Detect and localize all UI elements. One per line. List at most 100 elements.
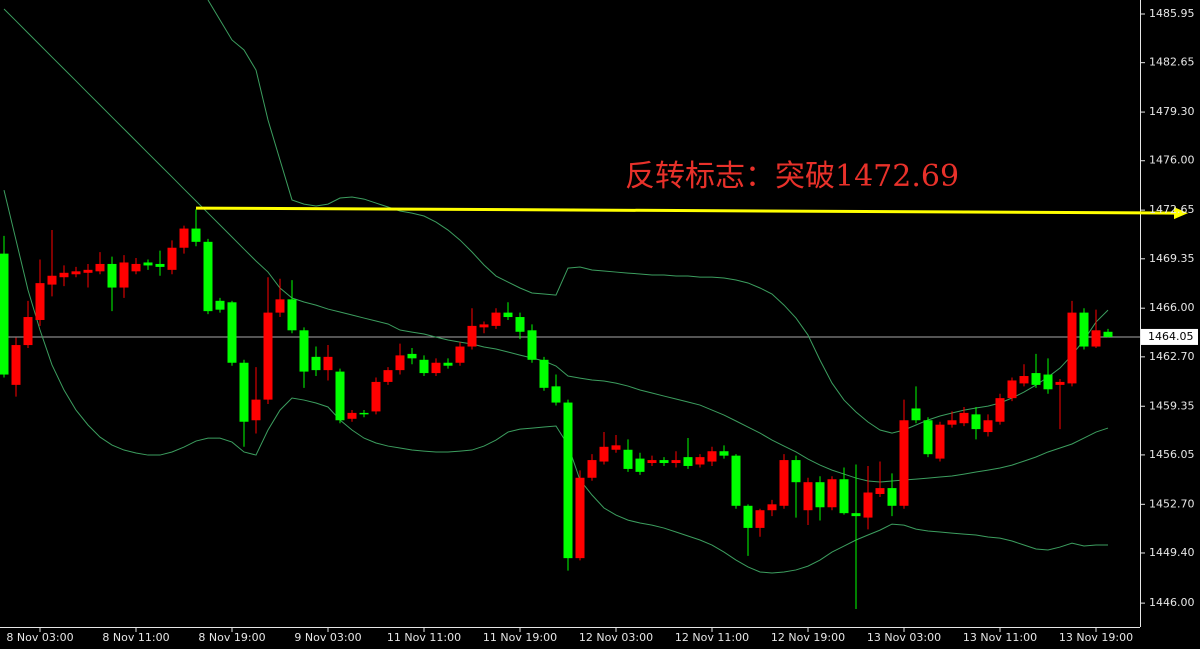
x-tick-label: 11 Nov 19:00	[483, 631, 557, 644]
current-price-label: 1464.05	[1148, 330, 1194, 343]
x-tick-label: 12 Nov 19:00	[771, 631, 845, 644]
candle-body	[263, 312, 273, 400]
candle-body	[311, 356, 321, 371]
candle-body	[1103, 331, 1113, 337]
candle-body	[35, 283, 45, 320]
candle-body	[227, 302, 237, 363]
candle-body	[887, 488, 897, 506]
candle-body	[371, 381, 381, 412]
candle-body	[731, 455, 741, 506]
candle-body	[611, 445, 621, 450]
current-price-box	[1141, 328, 1198, 345]
candle-body	[23, 317, 33, 346]
x-tick-label: 13 Nov 19:00	[1059, 631, 1133, 644]
candle-body	[791, 460, 801, 483]
plot-area	[0, 0, 1140, 610]
candle-body	[167, 247, 177, 270]
trendline-arrow	[1174, 207, 1188, 220]
candle-body	[407, 353, 417, 359]
candle-body	[623, 449, 633, 469]
overlay: 反转标志：突破1472.69	[195, 159, 1188, 220]
candle-body	[659, 460, 669, 464]
candle-body	[683, 457, 693, 466]
candle-body	[491, 312, 501, 326]
candle-body	[539, 359, 549, 388]
y-tick-label: 1479.30	[1149, 105, 1195, 118]
candle-body	[851, 513, 861, 517]
candle-body	[323, 356, 333, 371]
candle-body	[143, 262, 153, 266]
candle-body	[131, 263, 141, 272]
candle-body	[287, 299, 297, 331]
candle-body	[815, 482, 825, 508]
x-tick-label: 8 Nov 19:00	[198, 631, 265, 644]
candle-body	[803, 482, 813, 511]
candle-body	[935, 424, 945, 459]
candle-body	[863, 492, 873, 518]
candle-body	[479, 324, 489, 328]
candle-body	[1067, 312, 1077, 384]
candle-body	[275, 299, 285, 313]
candle-body	[347, 412, 357, 419]
candle-body	[83, 269, 93, 273]
candle-body	[1079, 312, 1089, 347]
y-tick-label: 1446.00	[1149, 596, 1195, 609]
y-tick-label: 1485.95	[1149, 7, 1195, 20]
annotation: 反转标志：突破1472.69	[625, 159, 959, 194]
candle-body	[95, 263, 105, 272]
candle-body	[755, 510, 765, 528]
y-tick-label: 1482.65	[1149, 56, 1195, 69]
candle-body	[875, 488, 885, 494]
candle-body	[959, 412, 969, 424]
candle-body	[743, 505, 753, 528]
candle-body	[1031, 373, 1041, 385]
candle-body	[119, 262, 129, 288]
candle-body	[671, 460, 681, 464]
candle-body	[947, 420, 957, 425]
y-tick-label: 1452.70	[1149, 497, 1195, 510]
candle-body	[443, 362, 453, 366]
candle-body	[179, 228, 189, 248]
candle-body	[707, 451, 717, 462]
band-lower	[3, 189, 1108, 574]
x-tick-label: 12 Nov 03:00	[579, 631, 653, 644]
candle-body	[1043, 374, 1053, 390]
x-tick-label: 8 Nov 03:00	[6, 631, 73, 644]
candle-body	[971, 414, 981, 430]
candle-body	[59, 272, 69, 278]
candle-body	[215, 300, 225, 310]
candle-body	[551, 386, 561, 403]
candle-body	[563, 402, 573, 559]
candle-body	[191, 228, 201, 242]
candle-body	[71, 271, 81, 275]
candle-body	[359, 412, 369, 415]
x-tick-label: 11 Nov 11:00	[387, 631, 461, 644]
x-tick-label: 8 Nov 11:00	[102, 631, 169, 644]
candle-body	[11, 345, 21, 385]
candle-body	[155, 263, 165, 267]
candle-body	[767, 504, 777, 511]
trendline	[195, 206, 1179, 215]
y-tick-label: 1459.35	[1149, 399, 1195, 412]
y-tick-label: 1466.00	[1149, 301, 1195, 314]
candle-body	[47, 275, 57, 285]
candle-body	[455, 346, 465, 363]
x-tick-label: 13 Nov 11:00	[963, 631, 1037, 644]
candle-body	[1007, 380, 1017, 399]
candle-body	[467, 325, 477, 347]
candle-body	[335, 371, 345, 421]
candle-body	[107, 263, 117, 288]
candle-body	[1091, 330, 1101, 347]
candle-body	[635, 458, 645, 472]
x-tick-label: 12 Nov 11:00	[675, 631, 749, 644]
candle-body	[527, 330, 537, 360]
candle-body	[575, 477, 585, 559]
candle-body	[923, 420, 933, 455]
candle-body	[695, 457, 705, 465]
candle-body	[647, 460, 657, 464]
candle-body	[0, 253, 9, 375]
candle-body	[203, 241, 213, 312]
